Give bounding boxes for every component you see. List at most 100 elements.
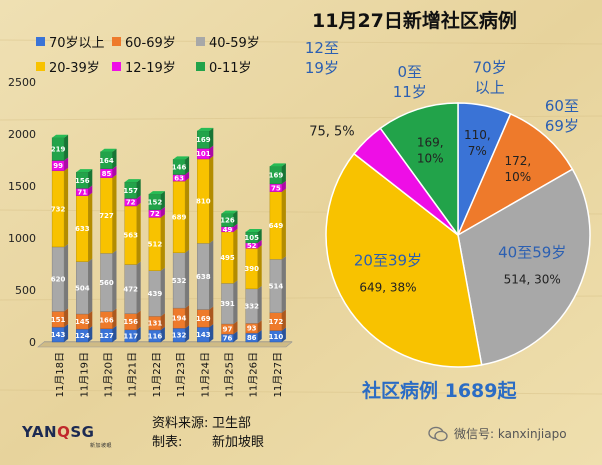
bar-data-label: 169 (269, 172, 284, 180)
y-tick-label: 0 (29, 336, 36, 349)
legend-item: 20-39岁 (36, 57, 112, 76)
bar-data-label: 93 (247, 325, 257, 333)
total-cases-label: 社区病例 1689起 (362, 380, 517, 402)
legend-item: 0-11岁 (196, 57, 272, 76)
bar-segment-side (233, 210, 238, 227)
bar-segment-side (136, 195, 141, 206)
bar-segment-side (257, 285, 262, 324)
bar-top-face (76, 169, 93, 173)
bar-data-label: 99 (53, 162, 63, 170)
bar-segment-side (136, 261, 141, 314)
bar-data-label: 75 (271, 184, 281, 192)
bar-segment-side (257, 330, 262, 342)
bar-segment-side (257, 320, 262, 334)
legend-swatch (112, 37, 121, 46)
bar-data-label: 151 (51, 316, 66, 324)
bar-segment-side (136, 326, 141, 342)
bar-segment-side (281, 180, 286, 192)
bar-data-label: 727 (99, 212, 114, 220)
pie-category-label-line: 12至 (305, 39, 339, 57)
x-tick-label: 11月25日 (224, 352, 236, 397)
pie-slice (456, 112, 574, 237)
bar-segment-side (64, 243, 69, 312)
bar-data-label: 219 (51, 146, 66, 154)
x-tick-label: 11月18日 (54, 352, 66, 397)
bar-data-label: 563 (123, 232, 138, 240)
pie-category-label: 0至 11岁 (393, 63, 427, 101)
bar-segment-side (112, 250, 117, 312)
floor-3d (37, 341, 293, 348)
pie-data-label: 649, 38% (359, 280, 416, 294)
source-value: 卫生部 (212, 416, 252, 431)
pie-data-percent: 10% (504, 170, 531, 184)
bar-segment-side (209, 240, 214, 310)
bar-data-label: 116 (148, 332, 163, 340)
bar-top-face (173, 156, 190, 160)
bar-segment-side (185, 171, 190, 182)
bar-data-label: 172 (269, 318, 284, 326)
bar-data-label: 638 (196, 273, 211, 281)
y-tick-label: 500 (15, 284, 36, 297)
wechat-watermark: 微信号: kanxinjiapo (428, 425, 567, 442)
pie-data-percent: 7% (468, 144, 487, 158)
bar-segment-side (88, 326, 93, 342)
pie-data-percent: 10% (417, 152, 444, 166)
bar-segment-side (88, 169, 93, 189)
x-tick-label: 11月22日 (151, 352, 163, 397)
legend-label: 40-59岁 (209, 36, 260, 51)
pie-category-label-line: 70岁 (473, 58, 507, 76)
bar-segment-side (209, 145, 214, 159)
bar-data-label: 76 (223, 335, 233, 343)
bar-segment-side (209, 127, 214, 149)
pie-title: 11月27日新增社区病例 (312, 10, 517, 32)
x-tick-label: 11月19日 (78, 352, 90, 397)
pie-category-label-line: 60至 (545, 97, 579, 115)
maker-value: 新加坡眼 (212, 435, 265, 450)
bar-top-face (197, 127, 214, 131)
legend-swatch (112, 62, 121, 71)
pie-category-label-line: 19岁 (305, 59, 339, 77)
pie-data-value: 172, (504, 154, 531, 168)
bar-segment-side (64, 324, 69, 342)
pie-data-label: 169, 10% (417, 136, 444, 166)
bar-data-label: 391 (220, 300, 235, 308)
y-tick-label: 1500 (8, 180, 36, 193)
maker-label: 制表: (152, 435, 183, 450)
bar-data-label: 117 (123, 332, 138, 340)
bar-data-label: 71 (77, 189, 87, 197)
bar-data-label: 124 (75, 332, 90, 340)
bar-data-label: 164 (99, 157, 114, 165)
bar-segment-side (160, 191, 165, 210)
bar-data-label: 169 (196, 136, 211, 144)
pie-category-label: 70岁以上 (473, 58, 507, 96)
pie-data-label: 514, 30% (504, 272, 561, 286)
bar-segment-side (281, 163, 286, 184)
wechat-icon (428, 426, 448, 441)
bar-segment-side (88, 192, 93, 262)
bar-top-face (221, 210, 238, 214)
bar-data-label: 560 (99, 279, 114, 287)
bar-data-label: 512 (148, 241, 163, 249)
bar-column: 124 145 504 633 71 156 (75, 169, 93, 343)
x-tick-label: 11月27日 (272, 352, 284, 397)
bar-segment-side (281, 256, 286, 313)
logo-subtitle: 新加坡眼 (90, 443, 113, 449)
pie-slice-group: 649, 38% 20至39岁 (325, 152, 483, 368)
x-tick-label: 11月21日 (127, 352, 139, 397)
bar-segment-side (160, 206, 165, 218)
bar-segment-side (233, 228, 238, 284)
bar-top-face (148, 191, 165, 195)
bar-top-face (124, 179, 141, 183)
pie-category-label-line: 以上 (475, 78, 505, 96)
pie-category-label-line: 0至 (397, 63, 422, 81)
pie-data-label: 110, 7% (464, 128, 491, 158)
legend-label: 0-11岁 (209, 61, 252, 76)
bar-segment-side (233, 280, 238, 325)
bar-data-label: 143 (51, 331, 66, 339)
bar-data-label: 132 (172, 332, 187, 340)
source-note: 资料来源: 卫生部 制表: 新加坡眼 (152, 414, 264, 452)
bar-segment-side (257, 228, 262, 243)
bar-segment-side (257, 245, 262, 289)
bar-column: 143 169 638 810 101 169 (196, 127, 214, 343)
